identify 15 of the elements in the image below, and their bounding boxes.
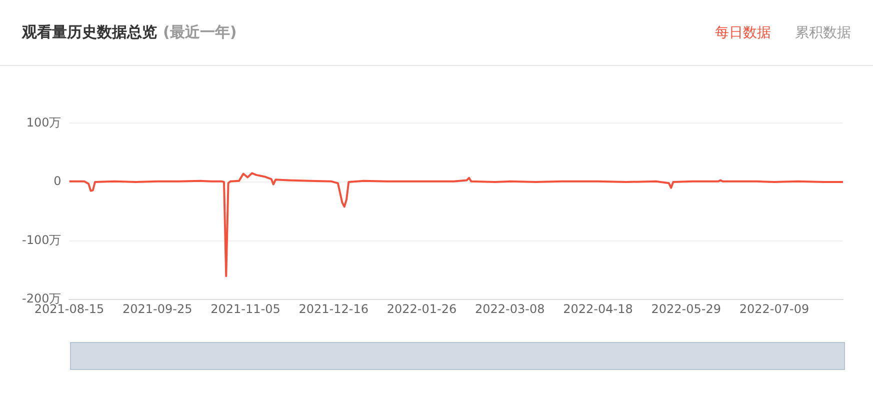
x-tick-label: 2022-04-18 bbox=[563, 302, 633, 316]
x-tick-label: 2022-03-08 bbox=[474, 302, 545, 316]
chart-subtitle: (最近一年) bbox=[163, 23, 237, 42]
x-tick-label: 2021-12-16 bbox=[298, 302, 368, 316]
x-tick-label: 2022-07-09 bbox=[739, 302, 810, 316]
x-tick-label: 2021-11-05 bbox=[210, 302, 280, 316]
text: 累积数据 bbox=[795, 24, 851, 42]
chart-title: 观看量历史数据总览 bbox=[22, 23, 157, 42]
x-tick-label: 2021-09-25 bbox=[122, 302, 192, 316]
y-tick-label: 100万 bbox=[26, 115, 62, 130]
text: 每日数据 bbox=[715, 24, 771, 42]
y-tick-label: 0 bbox=[54, 174, 62, 188]
y-tick-label: -100万 bbox=[22, 232, 62, 247]
x-tick-label: 2022-05-29 bbox=[651, 302, 721, 316]
x-tick-label: 2022-01-26 bbox=[386, 302, 457, 316]
